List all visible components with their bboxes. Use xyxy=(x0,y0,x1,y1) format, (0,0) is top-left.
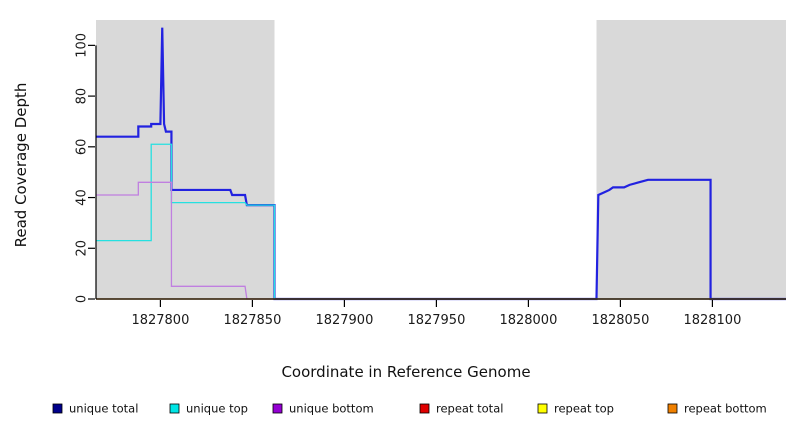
legend-swatch-unique-total xyxy=(52,403,63,414)
legend-label-unique-bottom: unique bottom xyxy=(289,402,374,416)
legend-swatch-unique-top xyxy=(169,403,180,414)
y-tick-label-4: 80 xyxy=(75,88,90,105)
legend-label-unique-top: unique top xyxy=(186,402,248,416)
y-axis-title: Read Coverage Depth xyxy=(12,83,30,248)
legend-label-repeat-bottom: repeat bottom xyxy=(684,402,767,416)
x-axis-title: Coordinate in Reference Genome xyxy=(281,363,530,381)
legend-swatch-repeat-total xyxy=(419,403,430,414)
shaded-region-1 xyxy=(596,20,786,299)
x-tick-label-5: 1828050 xyxy=(591,313,649,328)
x-tick-label-6: 1828100 xyxy=(683,313,741,328)
y-tick-label-3: 60 xyxy=(75,139,90,156)
legend-label-repeat-total: repeat total xyxy=(436,402,503,416)
x-tick-label-0: 1827800 xyxy=(131,313,189,328)
legend-label-unique-total: unique total xyxy=(69,402,138,416)
legend-swatch-unique-bottom xyxy=(272,403,283,414)
axes: 1827800 1827850 1827900 1827950 1828000 18280… xyxy=(75,33,786,328)
y-tick-label-2: 40 xyxy=(75,189,90,206)
shaded-region-0 xyxy=(96,20,275,299)
y-tick-label-5: 100 xyxy=(75,33,90,58)
legend-swatch-repeat-bottom xyxy=(667,403,678,414)
x-tick-label-4: 1828000 xyxy=(499,313,557,328)
x-tick-label-3: 1827950 xyxy=(407,313,465,328)
series-unique-bottom xyxy=(96,181,786,300)
chart-legend: unique total unique top unique bottom repea… xyxy=(52,402,767,416)
shaded-regions xyxy=(96,20,786,299)
legend-label-repeat-top: repeat top xyxy=(554,402,614,416)
y-tick-label-1: 20 xyxy=(75,240,90,257)
x-tick-label-1: 1827850 xyxy=(223,313,281,328)
legend-swatch-repeat-top xyxy=(537,403,548,414)
x-tick-label-2: 1827900 xyxy=(315,313,373,328)
y-tick-label-0: 0 xyxy=(75,295,90,303)
